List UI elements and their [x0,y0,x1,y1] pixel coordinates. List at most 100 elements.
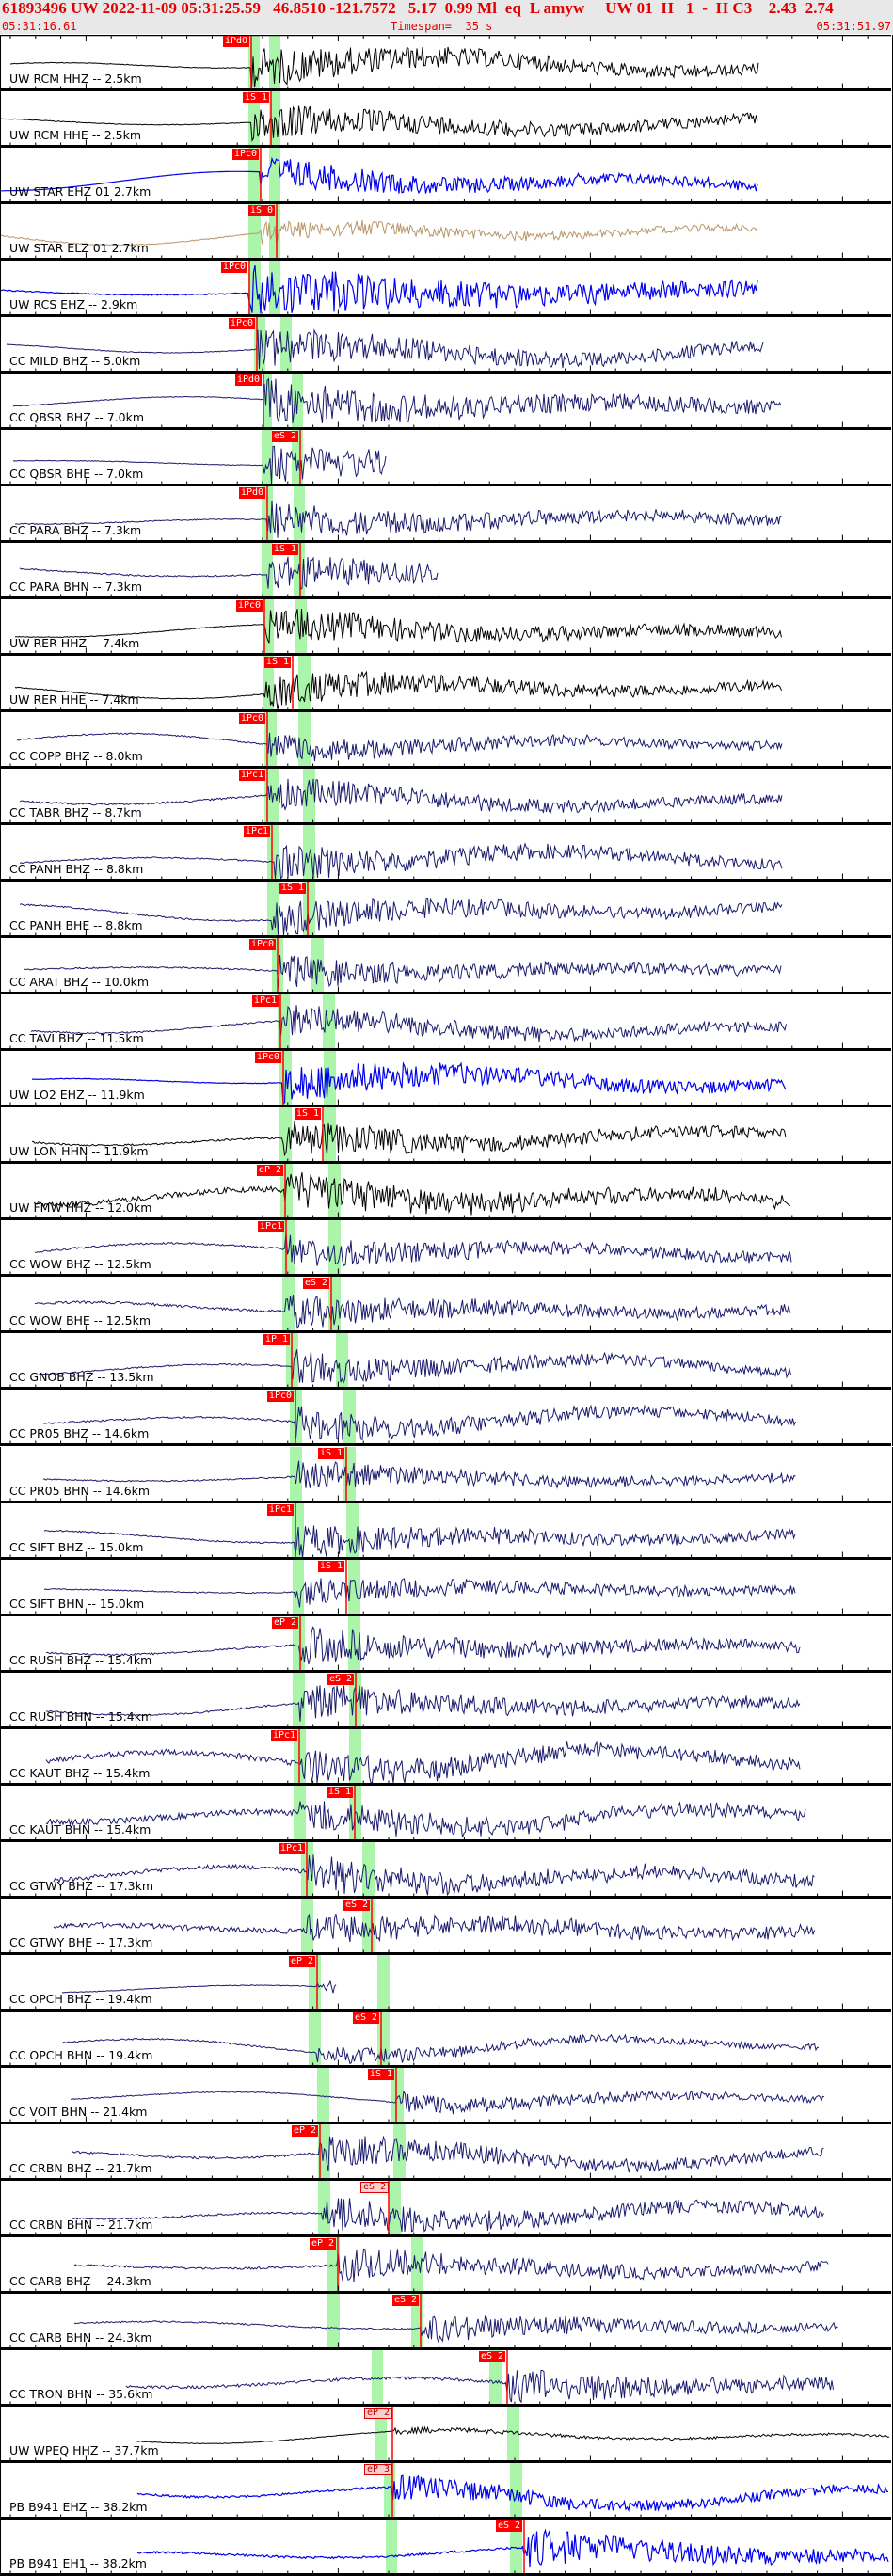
trace-panel[interactable]: iS 1 CC PARA BHN -- 7.3km [0,543,893,599]
trace-panel[interactable]: iP 1 CC GNOB BHZ -- 13.5km [0,1333,893,1390]
pick-window-band [343,1447,356,1503]
trace-panel[interactable]: eP 2 UW WPEQ HHZ -- 37.7km [0,2407,893,2463]
phase-pick-flag[interactable]: eS 2 [272,431,299,442]
seismogram-plot[interactable]: iPd0 UW RCM HHZ -- 2.5km iS 1 UW RCM HHE --… [0,35,893,2576]
phase-pick-flag[interactable]: iPc0 [229,318,256,329]
phase-pick-flag[interactable]: eP 2 [310,2238,337,2250]
trace-panel[interactable]: iPc0 UW RCS EHZ -- 2.9km [0,261,893,317]
trace-panel[interactable]: eP 2 CC OPCH BHZ -- 19.4km [0,1955,893,2012]
phase-pick-flag[interactable]: eS 2 [303,1278,330,1289]
trace-panel[interactable]: iPc1 CC KAUT BHZ -- 15.4km [0,1729,893,1786]
waveform-trace [1,2181,891,2237]
trace-panel[interactable]: iS 1 CC PANH BHE -- 8.8km [0,882,893,938]
phase-pick-flag[interactable]: eP 3 [364,2464,393,2475]
trace-panel[interactable]: iPc0 UW STAR EHZ 01 2.7km [0,148,893,204]
trace-panel[interactable]: eP 2 UW FMW HHZ -- 12.0km [0,1164,893,1220]
trace-panel[interactable]: eS 2 CC QBSR BHE -- 7.0km [0,430,893,486]
phase-pick-flag[interactable]: iS 0 [248,205,276,216]
phase-pick-flag[interactable]: iS 1 [318,1561,345,1572]
trace-panel[interactable]: iPd0 UW RCM HHZ -- 2.5km [0,35,893,91]
phase-pick-flag[interactable]: iPc0 [236,600,263,612]
phase-pick-flag[interactable]: iPc1 [244,826,271,837]
phase-pick-flag[interactable]: iPc0 [249,939,277,950]
phase-pick-flag[interactable]: iPc0 [221,262,248,273]
trace-panel[interactable]: eS 2 CC RUSH BHN -- 15.4km [0,1673,893,1729]
trace-panel[interactable]: iS 1 CC VOIT BHN -- 21.4km [0,2068,893,2124]
phase-pick-flag[interactable]: iPd0 [223,36,250,47]
phase-pick-flag[interactable]: iS 1 [318,1448,345,1459]
waveform-trace [1,261,891,317]
phase-pick-flag[interactable]: iP 1 [263,1334,291,1345]
trace-panel[interactable]: eS 2 CC WOW BHE -- 12.5km [0,1277,893,1333]
phase-pick-flag[interactable]: iS 1 [243,92,270,103]
phase-pick-flag[interactable]: iPd0 [239,487,266,499]
trace-panel[interactable]: eS 2 CC CRBN BHN -- 21.7km [0,2181,893,2237]
phase-pick-flag[interactable]: eP 2 [272,1617,299,1629]
pick-window-band [346,1503,359,1560]
pick-window-band [327,2294,340,2350]
phase-pick-flag[interactable]: eP 2 [289,1956,316,1967]
phase-pick-flag[interactable]: iPc1 [252,995,279,1007]
phase-pick-flag[interactable]: iPc0 [239,713,266,724]
phase-pick-flag[interactable]: iS 1 [279,883,307,894]
trace-panel[interactable]: iPc0 CC MILD BHZ -- 5.0km [0,317,893,374]
phase-pick-flag[interactable]: iPc1 [239,770,266,781]
trace-panel[interactable]: iPd0 CC PARA BHZ -- 7.3km [0,486,893,543]
trace-panel[interactable]: iS 1 CC PR05 BHN -- 14.6km [0,1447,893,1503]
trace-panel[interactable]: iPd0 CC QBSR BHZ -- 7.0km [0,374,893,430]
phase-pick-flag[interactable]: iPc1 [271,1730,298,1741]
trace-panel[interactable]: eS 2 CC OPCH BHN -- 19.4km [0,2012,893,2068]
phase-pick-flag[interactable]: iS 1 [368,2069,395,2080]
trace-panel[interactable]: iS 1 UW LON HHN -- 11.9km [0,1107,893,1164]
trace-panel[interactable]: eS 2 CC GTWY BHE -- 17.3km [0,1899,893,1955]
phase-pick-flag[interactable]: eS 2 [343,1900,371,1911]
trace-panel[interactable]: iS 1 UW RER HHE -- 7.4km [0,656,893,712]
phase-pick-flag[interactable]: eS 2 [479,2351,506,2362]
phase-pick-flag[interactable]: iPc1 [258,1221,285,1232]
phase-pick-flag[interactable]: eS 2 [360,2182,390,2193]
phase-pick-flag[interactable]: iS 1 [264,657,292,668]
trace-panel[interactable]: iPc1 CC WOW BHZ -- 12.5km [0,1220,893,1277]
trace-panel[interactable]: iS 1 UW RCM HHE -- 2.5km [0,91,893,148]
trace-panel[interactable]: iPc0 CC PR05 BHZ -- 14.6km [0,1390,893,1446]
phase-pick-flag[interactable]: eP 2 [364,2408,393,2419]
phase-pick-flag[interactable]: eS 2 [496,2520,523,2532]
phase-pick-flag[interactable]: iS 1 [295,1108,322,1120]
phase-pick-flag[interactable]: iPc0 [255,1052,282,1063]
pick-window-band [372,2350,383,2407]
trace-panel[interactable]: iPc1 CC TABR BHZ -- 8.7km [0,769,893,825]
phase-pick-flag[interactable]: eS 2 [353,2012,380,2024]
trace-panel[interactable]: iS 0 UW STAR ELZ 01 2.7km [0,204,893,261]
trace-panel[interactable]: iS 1 CC KAUT BHN -- 15.4km [0,1786,893,1842]
phase-pick-flag[interactable]: iPc0 [232,149,260,160]
phase-pick-flag[interactable]: iPd0 [235,374,263,386]
trace-panel[interactable]: eP 3 PB B941 EHZ -- 38.2km [0,2463,893,2520]
trace-panel[interactable]: eS 2 CC TRON BHN -- 35.6km [0,2350,893,2407]
phase-pick-flag[interactable]: eS 2 [392,2295,420,2306]
trace-panel[interactable]: eP 2 CC CARB BHZ -- 24.3km [0,2237,893,2294]
trace-panel[interactable]: iPc0 CC COPP BHZ -- 8.0km [0,712,893,769]
phase-pick-flag[interactable]: iS 1 [327,1787,354,1798]
trace-panel[interactable]: iPc0 UW LO2 EHZ -- 11.9km [0,1051,893,1107]
phase-pick-flag[interactable]: iS 1 [272,544,299,555]
phase-pick-flag[interactable]: iPc1 [279,1843,306,1854]
phase-pick-flag[interactable]: eS 2 [327,1674,355,1685]
trace-panel[interactable]: eS 2 PB B941 EH1 -- 38.2km [0,2520,893,2576]
trace-panel[interactable]: eS 2 CC CARB BHN -- 24.3km [0,2294,893,2350]
trace-panel[interactable]: eP 2 CC CRBN BHZ -- 21.7km [0,2124,893,2181]
trace-panel[interactable]: iPc1 CC GTWY BHZ -- 17.3km [0,1842,893,1899]
trace-panel[interactable]: iPc1 CC PANH BHZ -- 8.8km [0,825,893,882]
trace-panel[interactable]: iPc0 CC ARAT BHZ -- 10.0km [0,938,893,994]
phase-pick-flag[interactable]: eP 2 [257,1165,284,1176]
trace-panel[interactable]: iPc0 UW RER HHZ -- 7.4km [0,599,893,656]
trace-panel[interactable]: eP 2 CC RUSH BHZ -- 15.4km [0,1616,893,1673]
pick-window-band [269,35,280,91]
station-channel-label: CC OPCH BHZ -- 19.4km [9,1992,152,2006]
station-channel-label: PB B941 EH1 -- 38.2km [9,2556,147,2570]
trace-panel[interactable]: iS 1 CC SIFT BHN -- 15.0km [0,1560,893,1616]
trace-panel[interactable]: iPc1 CC TAVI BHZ -- 11.5km [0,994,893,1051]
phase-pick-flag[interactable]: iPc0 [267,1391,295,1402]
phase-pick-flag[interactable]: iPc1 [267,1504,295,1516]
phase-pick-flag[interactable]: eP 2 [292,2125,319,2137]
trace-panel[interactable]: iPc1 CC SIFT BHZ -- 15.0km [0,1503,893,1560]
